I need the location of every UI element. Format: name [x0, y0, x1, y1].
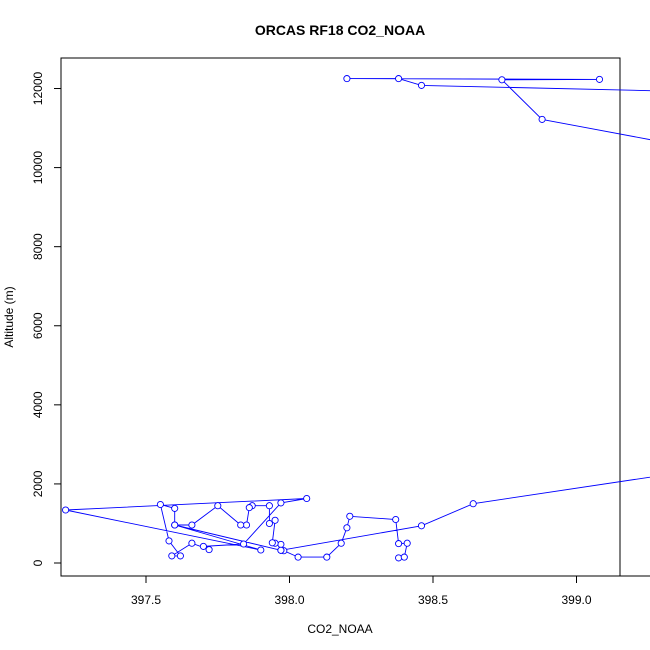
data-point [205, 546, 213, 554]
data-point [176, 552, 184, 560]
data-point [62, 506, 70, 514]
x-tick-label: 397.5 [131, 593, 161, 607]
data-point [214, 502, 222, 510]
data-point [245, 504, 253, 512]
data-point [395, 75, 403, 83]
data-point [417, 81, 426, 89]
data-point [168, 552, 176, 560]
data-point [265, 519, 273, 528]
data-point [171, 521, 179, 529]
data-point [277, 499, 285, 507]
data-point [240, 540, 248, 548]
data-point [343, 75, 351, 83]
y-axis-label: Altitude (m) [2, 286, 16, 347]
data-point [343, 524, 351, 532]
x-tick-label: 399.0 [561, 593, 591, 607]
data-point [277, 540, 285, 548]
data-point [188, 521, 196, 529]
x-tick-label: 398.0 [274, 593, 304, 607]
data-point [257, 546, 265, 554]
data-point [403, 539, 411, 547]
y-tick-label: 0 [31, 559, 45, 566]
data-point [303, 494, 311, 503]
data-point [268, 539, 276, 547]
data-point [498, 76, 506, 84]
data-point [323, 553, 331, 561]
data-point [595, 75, 604, 83]
data-point [400, 553, 408, 561]
data-point [395, 540, 403, 548]
data-point [294, 553, 302, 561]
series-layer [62, 75, 650, 562]
y-tick-label: 8000 [31, 233, 45, 260]
x-tick-label: 398.5 [418, 593, 448, 607]
y-tick-label: 10000 [31, 151, 45, 185]
data-point [271, 516, 279, 524]
data-point [237, 521, 245, 529]
data-point [188, 539, 196, 547]
data-point [469, 500, 477, 508]
y-tick-label: 2000 [31, 470, 45, 497]
data-point [337, 539, 345, 547]
data-point [199, 542, 207, 550]
data-point [392, 515, 400, 524]
chart-title: ORCAS RF18 CO2_NOAA [255, 22, 425, 38]
data-point [242, 521, 251, 529]
y-tick-label: 12000 [31, 72, 45, 106]
x-axis-label: CO2_NOAA [307, 622, 372, 636]
y-tick-label: 4000 [31, 391, 45, 418]
data-point [538, 115, 546, 123]
y-tick-label: 6000 [31, 312, 45, 339]
data-point [165, 537, 173, 545]
data-point [417, 522, 426, 530]
data-point [171, 504, 179, 512]
y-axis: 0 2000 4000 6000 8000 10000 12000 [31, 72, 62, 566]
data-point [265, 502, 273, 510]
data-point [346, 512, 354, 520]
data-point [277, 546, 285, 554]
data-point [156, 500, 164, 509]
data-point [395, 554, 403, 562]
